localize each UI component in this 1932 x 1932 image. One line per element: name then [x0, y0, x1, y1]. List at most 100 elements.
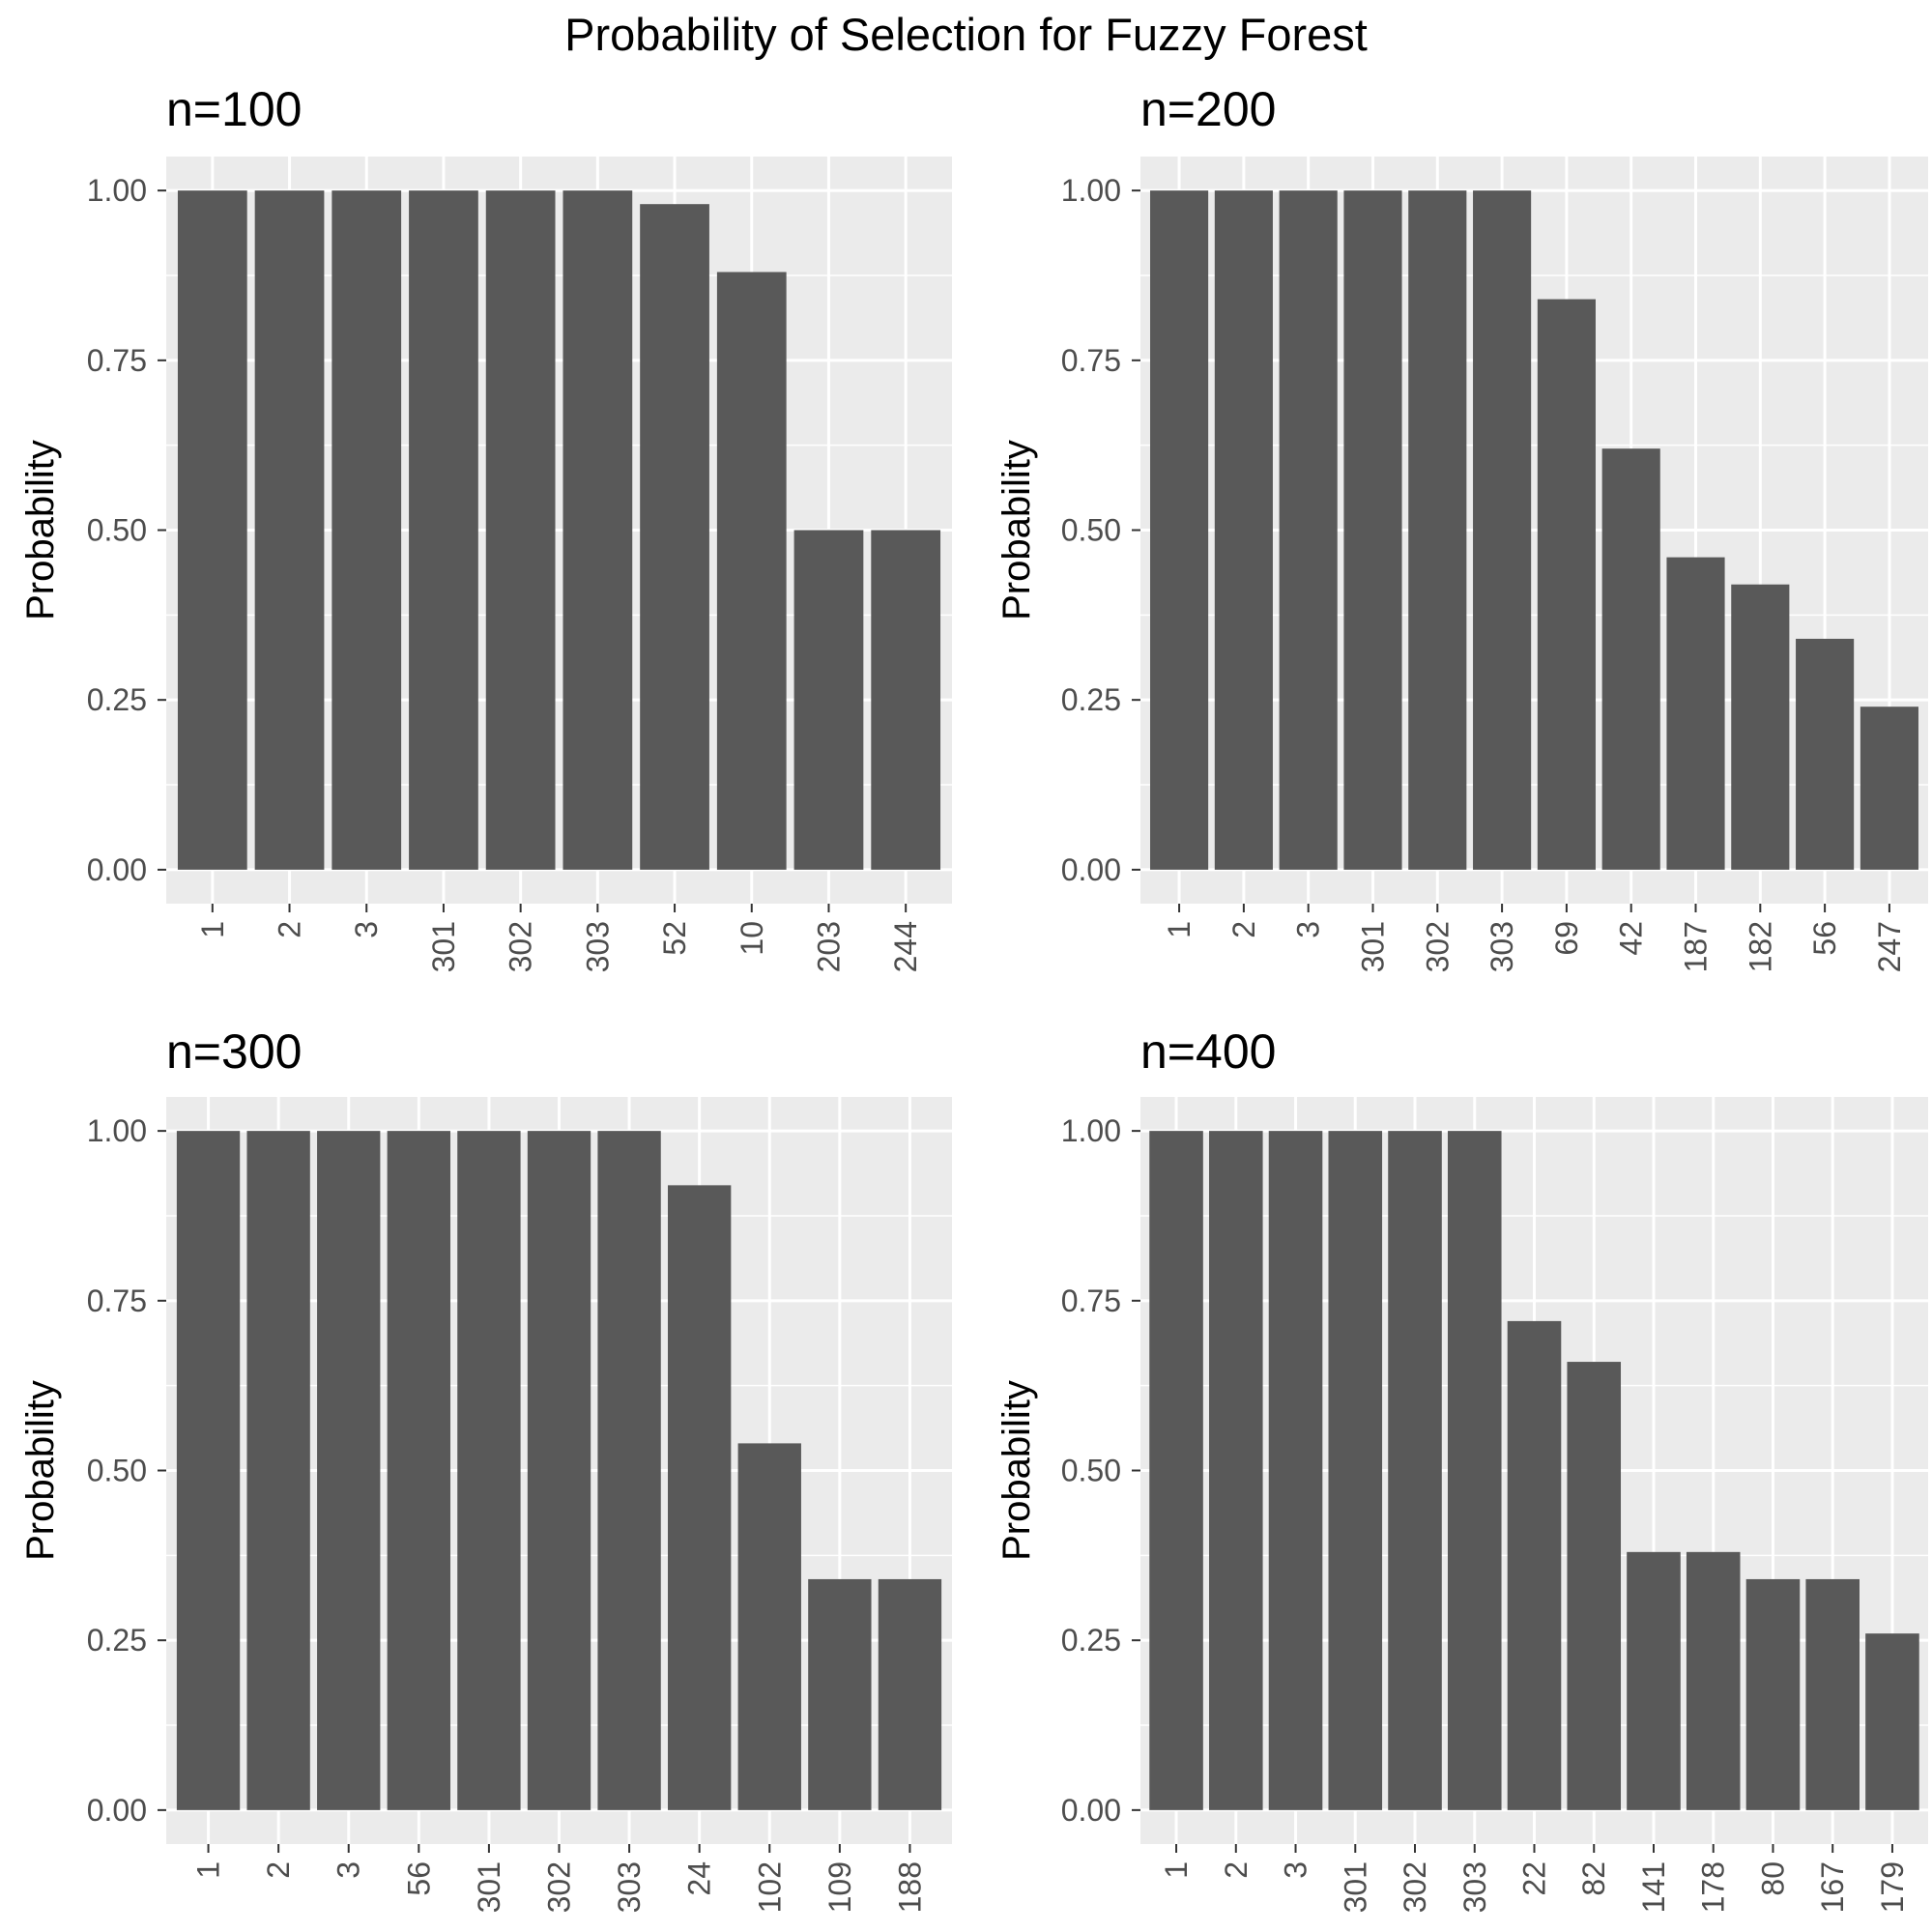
- x-tick-label: 3: [1279, 1861, 1313, 1879]
- x-tick-label: 301: [472, 1861, 506, 1913]
- y-tick-label: 0.75: [87, 343, 147, 378]
- y-tick-label: 0.75: [87, 1283, 147, 1318]
- x-tick-label: 10: [735, 921, 769, 956]
- bar-301: [409, 190, 478, 870]
- bar-3: [332, 190, 402, 870]
- x-tick-label: 167: [1815, 1861, 1850, 1913]
- bar-303: [597, 1131, 661, 1810]
- y-axis-label: Probability: [19, 440, 62, 620]
- x-tick-label: 80: [1755, 1861, 1790, 1896]
- panel-3: 0.00 0.25 0.50 0.75 1.00 1 2 3 56 301 302 303 24 102 1…: [19, 1024, 952, 1913]
- y-tick-label: 0.25: [1061, 1623, 1121, 1658]
- x-tick-label: 303: [612, 1861, 647, 1913]
- y-tick-label: 1.00: [87, 1113, 147, 1148]
- bar-22: [1507, 1320, 1562, 1810]
- x-tick-label: 42: [1614, 921, 1649, 956]
- x-tick-label: 247: [1872, 921, 1907, 972]
- panel-1: 0.00 0.25 0.50 0.75 1.00 1 2 3 301 302 303 52 10 203 2…: [19, 82, 952, 972]
- x-tick-label: 1: [191, 1861, 226, 1879]
- panel-title: n=400: [1140, 1024, 1276, 1079]
- bar-1: [177, 190, 247, 870]
- x-tick-label: 301: [1355, 921, 1390, 972]
- bar-301: [457, 1131, 521, 1810]
- y-axis-label: Probability: [19, 1380, 62, 1561]
- bar-10: [716, 272, 787, 870]
- bar-1: [1149, 1131, 1203, 1810]
- bar-188: [878, 1578, 942, 1810]
- bar-244: [871, 530, 941, 870]
- y-tick-label: 0.00: [87, 852, 147, 887]
- x-tick-label: 302: [504, 921, 538, 972]
- bar-2: [246, 1131, 310, 1810]
- bar-247: [1860, 706, 1918, 870]
- y-tick-label: 0.00: [1061, 852, 1121, 887]
- bar-167: [1805, 1578, 1860, 1810]
- x-tick-label: 302: [1398, 1861, 1432, 1913]
- x-tick-label: 203: [811, 921, 846, 972]
- x-tick-label: 244: [888, 921, 923, 972]
- x-tick-label: 1: [1162, 921, 1197, 938]
- x-tick-label: 82: [1576, 1861, 1611, 1896]
- figure-title: Probability of Selection for Fuzzy Fores…: [564, 9, 1368, 60]
- x-tick-label: 303: [1485, 921, 1519, 972]
- x-tick-label: 187: [1679, 921, 1714, 972]
- y-tick-label: 0.75: [1061, 343, 1121, 378]
- bar-82: [1567, 1362, 1622, 1810]
- y-tick-label: 0.50: [1061, 1454, 1121, 1488]
- x-tick-label: 22: [1517, 1861, 1552, 1896]
- y-tick-label: 0.00: [87, 1793, 147, 1828]
- bar-56: [1796, 638, 1855, 870]
- x-tick-label: 188: [892, 1861, 927, 1913]
- y-tick-label: 0.25: [87, 682, 147, 717]
- y-tick-label: 1.00: [1061, 173, 1121, 208]
- y-tick-label: 0.50: [87, 1454, 147, 1488]
- y-axis-label: Probability: [995, 440, 1038, 620]
- bar-2: [254, 190, 325, 870]
- bar-203: [793, 530, 864, 870]
- bar-109: [808, 1578, 872, 1810]
- x-tick-label: 303: [580, 921, 615, 972]
- x-tick-label: 56: [1807, 921, 1842, 956]
- x-tick-label: 56: [401, 1861, 436, 1896]
- bar-42: [1601, 448, 1660, 870]
- x-tick-label: 24: [682, 1861, 717, 1896]
- bar-2: [1214, 190, 1273, 870]
- x-tick-label: 102: [752, 1861, 787, 1913]
- bar-80: [1745, 1578, 1801, 1810]
- y-tick-label: 0.00: [1061, 1793, 1121, 1828]
- bar-141: [1627, 1551, 1681, 1810]
- x-tick-label: 302: [542, 1861, 577, 1913]
- y-tick-label: 1.00: [87, 173, 147, 208]
- x-tick-label: 2: [273, 921, 307, 938]
- x-tick-label: 2: [261, 1861, 296, 1879]
- x-tick-label: 52: [657, 921, 692, 956]
- y-tick-label: 0.50: [87, 513, 147, 548]
- bar-187: [1666, 557, 1725, 870]
- bar-102: [737, 1443, 801, 1810]
- bar-3: [1268, 1131, 1323, 1810]
- x-tick-label: 1: [195, 921, 230, 938]
- bar-56: [387, 1131, 450, 1810]
- bar-69: [1537, 299, 1596, 870]
- x-tick-label: 69: [1549, 921, 1584, 956]
- panel-4: 0.00 0.25 0.50 0.75 1.00 1 2 3 301 302 303 22 82 141 1…: [995, 1024, 1928, 1913]
- bar-303: [1447, 1131, 1502, 1810]
- x-tick-label: 179: [1875, 1861, 1910, 1913]
- bar-301: [1343, 190, 1402, 870]
- bar-302: [1408, 190, 1467, 870]
- bar-3: [317, 1131, 381, 1810]
- panel-2: 0.00 0.25 0.50 0.75 1.00 1 2 3 301 302 303 69 42 187 1…: [995, 82, 1928, 972]
- x-tick-label: 303: [1457, 1861, 1492, 1913]
- x-tick-label: 3: [349, 921, 384, 938]
- x-tick-label: 2: [1219, 1861, 1254, 1879]
- x-tick-label: 178: [1696, 1861, 1731, 1913]
- bar-303: [562, 190, 633, 870]
- bar-302: [527, 1131, 591, 1810]
- x-tick-label: 3: [1291, 921, 1326, 938]
- y-tick-label: 0.75: [1061, 1283, 1121, 1318]
- bar-52: [640, 204, 709, 870]
- bar-303: [1473, 190, 1532, 870]
- panel-title: n=100: [166, 82, 302, 136]
